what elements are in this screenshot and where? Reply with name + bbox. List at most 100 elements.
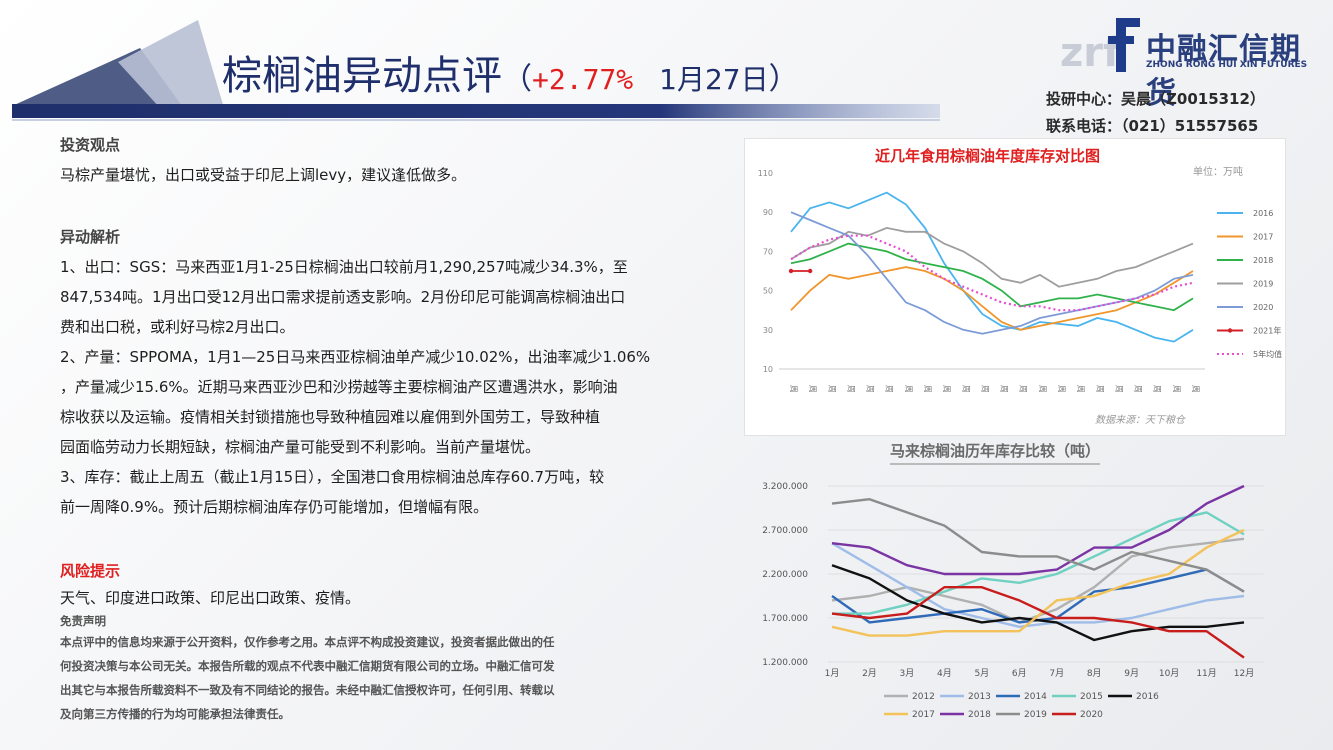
chart2-ytick-label: 1.200.000 [762, 658, 808, 668]
chart1-xtick-label: 周 [1000, 385, 1009, 393]
chart2-series-line [831, 498, 1245, 593]
chart2-legend-label: 2013 [968, 692, 991, 702]
chart2-legend-label: 2019 [1024, 710, 1047, 720]
chart2-xtick-label: 9月 [1124, 668, 1139, 679]
chart2-xtick-label: 11月 [1196, 668, 1216, 679]
chart2-xtick-label: 7月 [1049, 668, 1064, 679]
chart1-series-line [790, 226, 1194, 288]
title-paren-close: ） [768, 62, 799, 97]
chart2-legend-label: 2012 [912, 692, 935, 702]
analysis-line: 费和出口税，或利好马棕2月出口。 [60, 318, 295, 336]
logo-company-en: ZHONG RONG HUI XIN FUTURES [1146, 60, 1308, 70]
chart1-xtick-label: 周 [1153, 385, 1162, 393]
chart1-legend-label: 5年均值 [1253, 349, 1282, 359]
chart2-series-line [831, 528, 1245, 637]
chart2-ytick-label: 3.200.000 [762, 482, 808, 492]
content-column: 投资观点 马棕产量堪忧，出口或受益于印尼上调levy，建议逢低做多。 异动解析 … [60, 134, 720, 726]
analysis-line: 前一周降0.9%。预计后期棕榈油库存仍可能增加，但增幅有限。 [60, 498, 489, 516]
analysis-line: 1、出口：SGS：马来西亚1月1-25日棕榈油出口较前月1,290,257吨减少… [60, 258, 628, 276]
chart2-title: 马来棕榈油历年库存比较（吨） [890, 440, 1101, 465]
header-decoration [12, 20, 940, 121]
chart1-xtick-label: 周 [1114, 385, 1123, 393]
chart2-legend-label: 2017 [912, 710, 935, 720]
chart1-xtick-label: 周 [1019, 385, 1028, 393]
title-topic: 异动点评 [342, 53, 502, 99]
chart1-ytick-label: 50 [763, 287, 773, 296]
chart2-legend-label: 2016 [1136, 692, 1159, 702]
chart2-ytick-label: 2.200.000 [762, 570, 808, 580]
chart2-legend-label: 2014 [1024, 692, 1047, 702]
chart1-xtick-label: 周 [885, 385, 894, 393]
chart1-legend-label: 2019 [1253, 280, 1273, 289]
analysis-line: 3、库存：截止上周五（截止1月15日），全国港口食用棕榈油总库存60.7万吨，较 [60, 468, 605, 486]
analysis-line: ，产量减少15.6%。近期马来西亚沙巴和沙捞越等主要棕榈油产区遭遇洪水，影响油 [60, 378, 618, 396]
chart1-ytick-label: 10 [763, 365, 773, 374]
disclaimer-line: 及向第三方传播的行为均可能承担法律责任。 [60, 707, 290, 721]
chart2-series-line [831, 585, 1245, 659]
risk-heading: 风险提示 [60, 562, 121, 580]
chart1-xtick-label: 周 [789, 385, 798, 393]
chart2-xtick-label: 3月 [900, 668, 915, 679]
chart1-legend-label: 2016 [1253, 209, 1273, 218]
chart1-series-line [790, 191, 1194, 343]
chart1-plot: 10 30 50 70 90 110 周 周 周 周 周 周 周 周 周 周 周 周 周 周 周 周 周 周 周 周 周 周 2016 2… [758, 169, 1282, 393]
disclaimer-heading: 免责声明 [60, 614, 106, 628]
chart1-xtick-label: 周 [1172, 385, 1181, 393]
chart1-xtick-label: 周 [866, 385, 875, 393]
chart2-series-line [831, 564, 1245, 642]
chart2-ytick-label: 2.700.000 [762, 526, 808, 536]
chart1-legend-marker [1227, 328, 1233, 333]
inventory-chart-panel: 近几年食用棕榈油年度库存对比图 单位：万吨 数据来源：天下粮仓 10 30 50 70… [744, 138, 1286, 436]
chart2-legend-label: 2015 [1080, 692, 1103, 702]
chart1-title: 近几年食用棕榈油年度库存对比图 [875, 147, 1101, 165]
chart1-xtick-label: 周 [980, 385, 989, 393]
chart1-ytick-label: 110 [758, 169, 773, 178]
chart1-ytick-label: 90 [763, 208, 773, 217]
chart1-xtick-label: 周 [904, 385, 913, 393]
disclaimer-line: 何投资决策与本公司无关。本报告所载的观点不代表中融汇信期货有限公司的立场。中融汇… [60, 659, 555, 673]
chart1-unit: 单位：万吨 [1193, 167, 1243, 178]
chart2-xtick-label: 4月 [937, 668, 952, 679]
page-title: 棕榈油异动点评（+2.77% 1月27日） [222, 52, 799, 104]
chart1-point [788, 268, 794, 274]
chart2-ytick-label: 1.700.000 [762, 614, 808, 624]
title-date: 1月27日 [659, 63, 769, 96]
chart1-series-line [790, 242, 1194, 312]
title-commodity: 棕榈油 [222, 53, 342, 99]
zrf-logo-icon: zrf [1060, 18, 1140, 76]
chart1-xtick-label: 周 [827, 385, 836, 393]
malaysia-stock-chart-panel: 马来棕榈油历年库存比较（吨） 1.200.000 1.700.000 2.200.0… [744, 436, 1284, 734]
chart1-point [807, 268, 813, 274]
chart1-series-line [790, 211, 1194, 335]
chart2-series-line [831, 542, 1245, 629]
view-heading: 投资观点 [60, 136, 121, 154]
analysis-line: 园面临劳动力长期短缺，棕榈油产量可能受到不利影响。当前产量堪忧。 [60, 438, 541, 456]
contact-phone: 联系电话：（021）51557565 [1046, 117, 1259, 135]
title-change-pct: +2.77% [532, 63, 634, 96]
chart1-ytick-label: 70 [763, 247, 773, 256]
chart1-source: 数据来源：天下粮仓 [1095, 415, 1185, 426]
analysis-line: 棕收获以及运输。疫情相关封锁措施也导致种植园难以雇佣到外国劳工，导致种植 [60, 408, 601, 426]
chart2-xtick-label: 12月 [1234, 668, 1254, 679]
company-logo: zrf 中融汇信期货 ZHONG RONG HUI XIN FUTURES [1058, 14, 1320, 111]
chart2-xtick-label: 5月 [974, 668, 989, 679]
chart2-legend-label: 2020 [1080, 710, 1103, 720]
header-underline-band [12, 104, 940, 118]
chart1-xtick-label: 周 [1191, 385, 1200, 393]
analysis-line: 847,534吨。1月出口受12月出口需求提前透支影响。2月份印尼可能调高棕榈油… [60, 288, 626, 306]
chart1-xtick-label: 周 [1038, 385, 1047, 393]
chart1-xtick-label: 周 [1076, 385, 1085, 393]
analysis-line: 2、产量：SPPOMA，1月1—25日马来西亚棕榈油单产减少10.02%，出油率… [60, 348, 651, 366]
chart1-legend-label: 2018 [1253, 256, 1273, 265]
chart2-xtick-label: 6月 [1012, 668, 1027, 679]
chart2-xtick-label: 10月 [1159, 668, 1179, 679]
chart2-series-line [831, 484, 1245, 576]
chart1-legend-label: 2020 [1253, 303, 1273, 312]
disclaimer-line: 本点评中的信息均来源于公开资料，仅作参考之用。本点评不构成投资建议，投资者据此做… [60, 635, 555, 649]
analysis-body: 1、出口：SGS：马来西亚1月1-25日棕榈油出口较前月1,290,257吨减少… [60, 252, 720, 522]
chart1-ytick-label: 30 [763, 326, 773, 335]
disclaimer-line: 出其它与本报告所载资料不一致及有不同结论的报告。未经中融汇信授权许可，任何引用、… [60, 683, 555, 697]
chart1-series-line [790, 234, 1194, 312]
chart1-xtick-label: 周 [846, 385, 855, 393]
chart1-series-line [790, 266, 1194, 331]
